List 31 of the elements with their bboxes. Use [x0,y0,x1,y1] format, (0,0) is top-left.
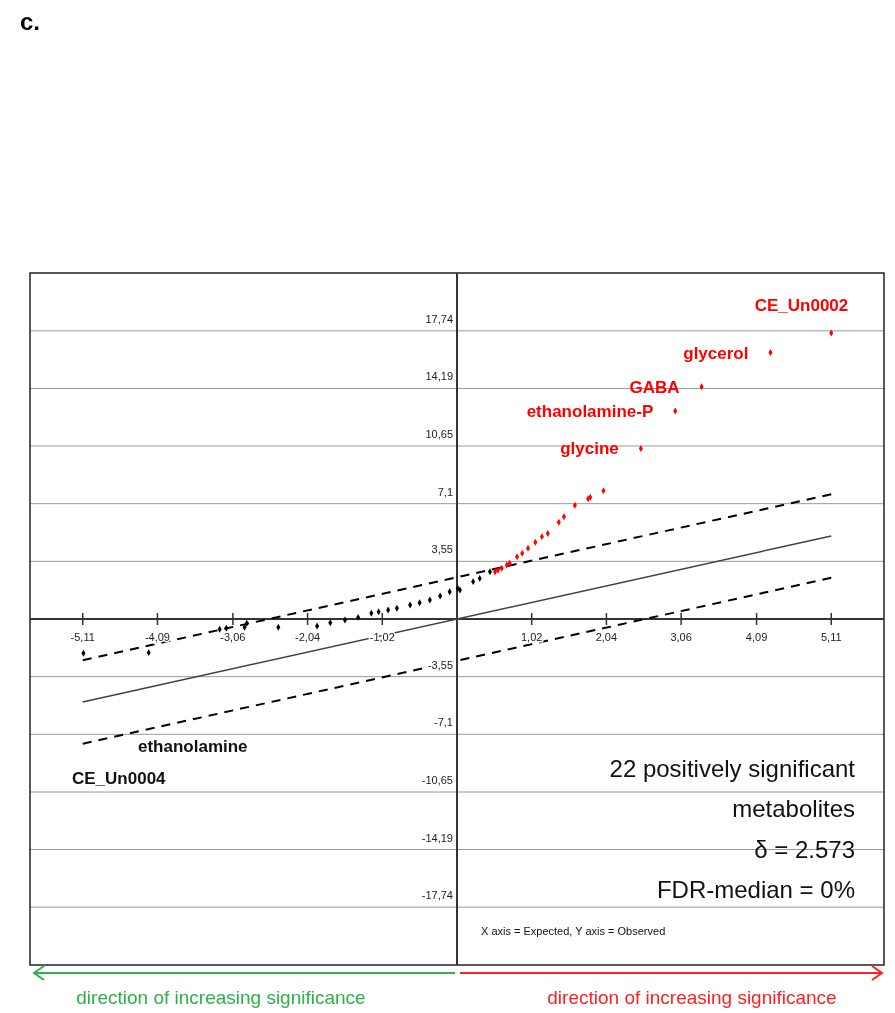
x-tick-label: -4,09 [144,631,170,643]
annotation: FDR-median = 0% [656,876,855,903]
annotation: GABA [629,377,680,397]
annotation: ethanolamine [138,737,248,756]
x-tick-label: 2,04 [595,631,618,643]
y-tick-label: 7,1 [437,485,453,498]
x-tick-label: 4,09 [745,631,768,643]
y-tick-label: -7,1 [434,716,453,729]
text: direction of increasing significance [76,987,366,1008]
annotation: glycerol [683,343,749,363]
annotation: X axis = Expected, Y axis = Observed [481,925,666,937]
annotation: δ = 2.573 [754,836,855,863]
x-tick-label: -3,06 [220,631,246,643]
annotation: CE_Un0002 [754,296,849,316]
y-tick-label: 10,65 [425,428,453,440]
y-tick-label: 3,55 [431,543,453,556]
x-tick-label: 3,06 [670,631,692,643]
annotation: CE_Un0004 [72,769,167,788]
y-tick-label: 14,19 [425,370,453,383]
x-tick-label: 1,02 [521,631,543,643]
text: direction of increasing significance [547,987,837,1008]
x-tick-label: -2,04 [295,631,321,643]
y-tick-label: -10,65 [421,774,453,786]
y-tick-label: -17,74 [421,889,453,902]
y-tick-label: -14,19 [421,831,453,844]
annotation: ethanolamine-P [526,402,654,422]
annotation: glycine [560,439,619,459]
chart-title: c. [20,8,41,35]
y-tick-label: 17,74 [425,312,453,325]
x-tick-label: 5,11 [820,631,842,643]
x-tick-label: -5,11 [70,631,95,643]
